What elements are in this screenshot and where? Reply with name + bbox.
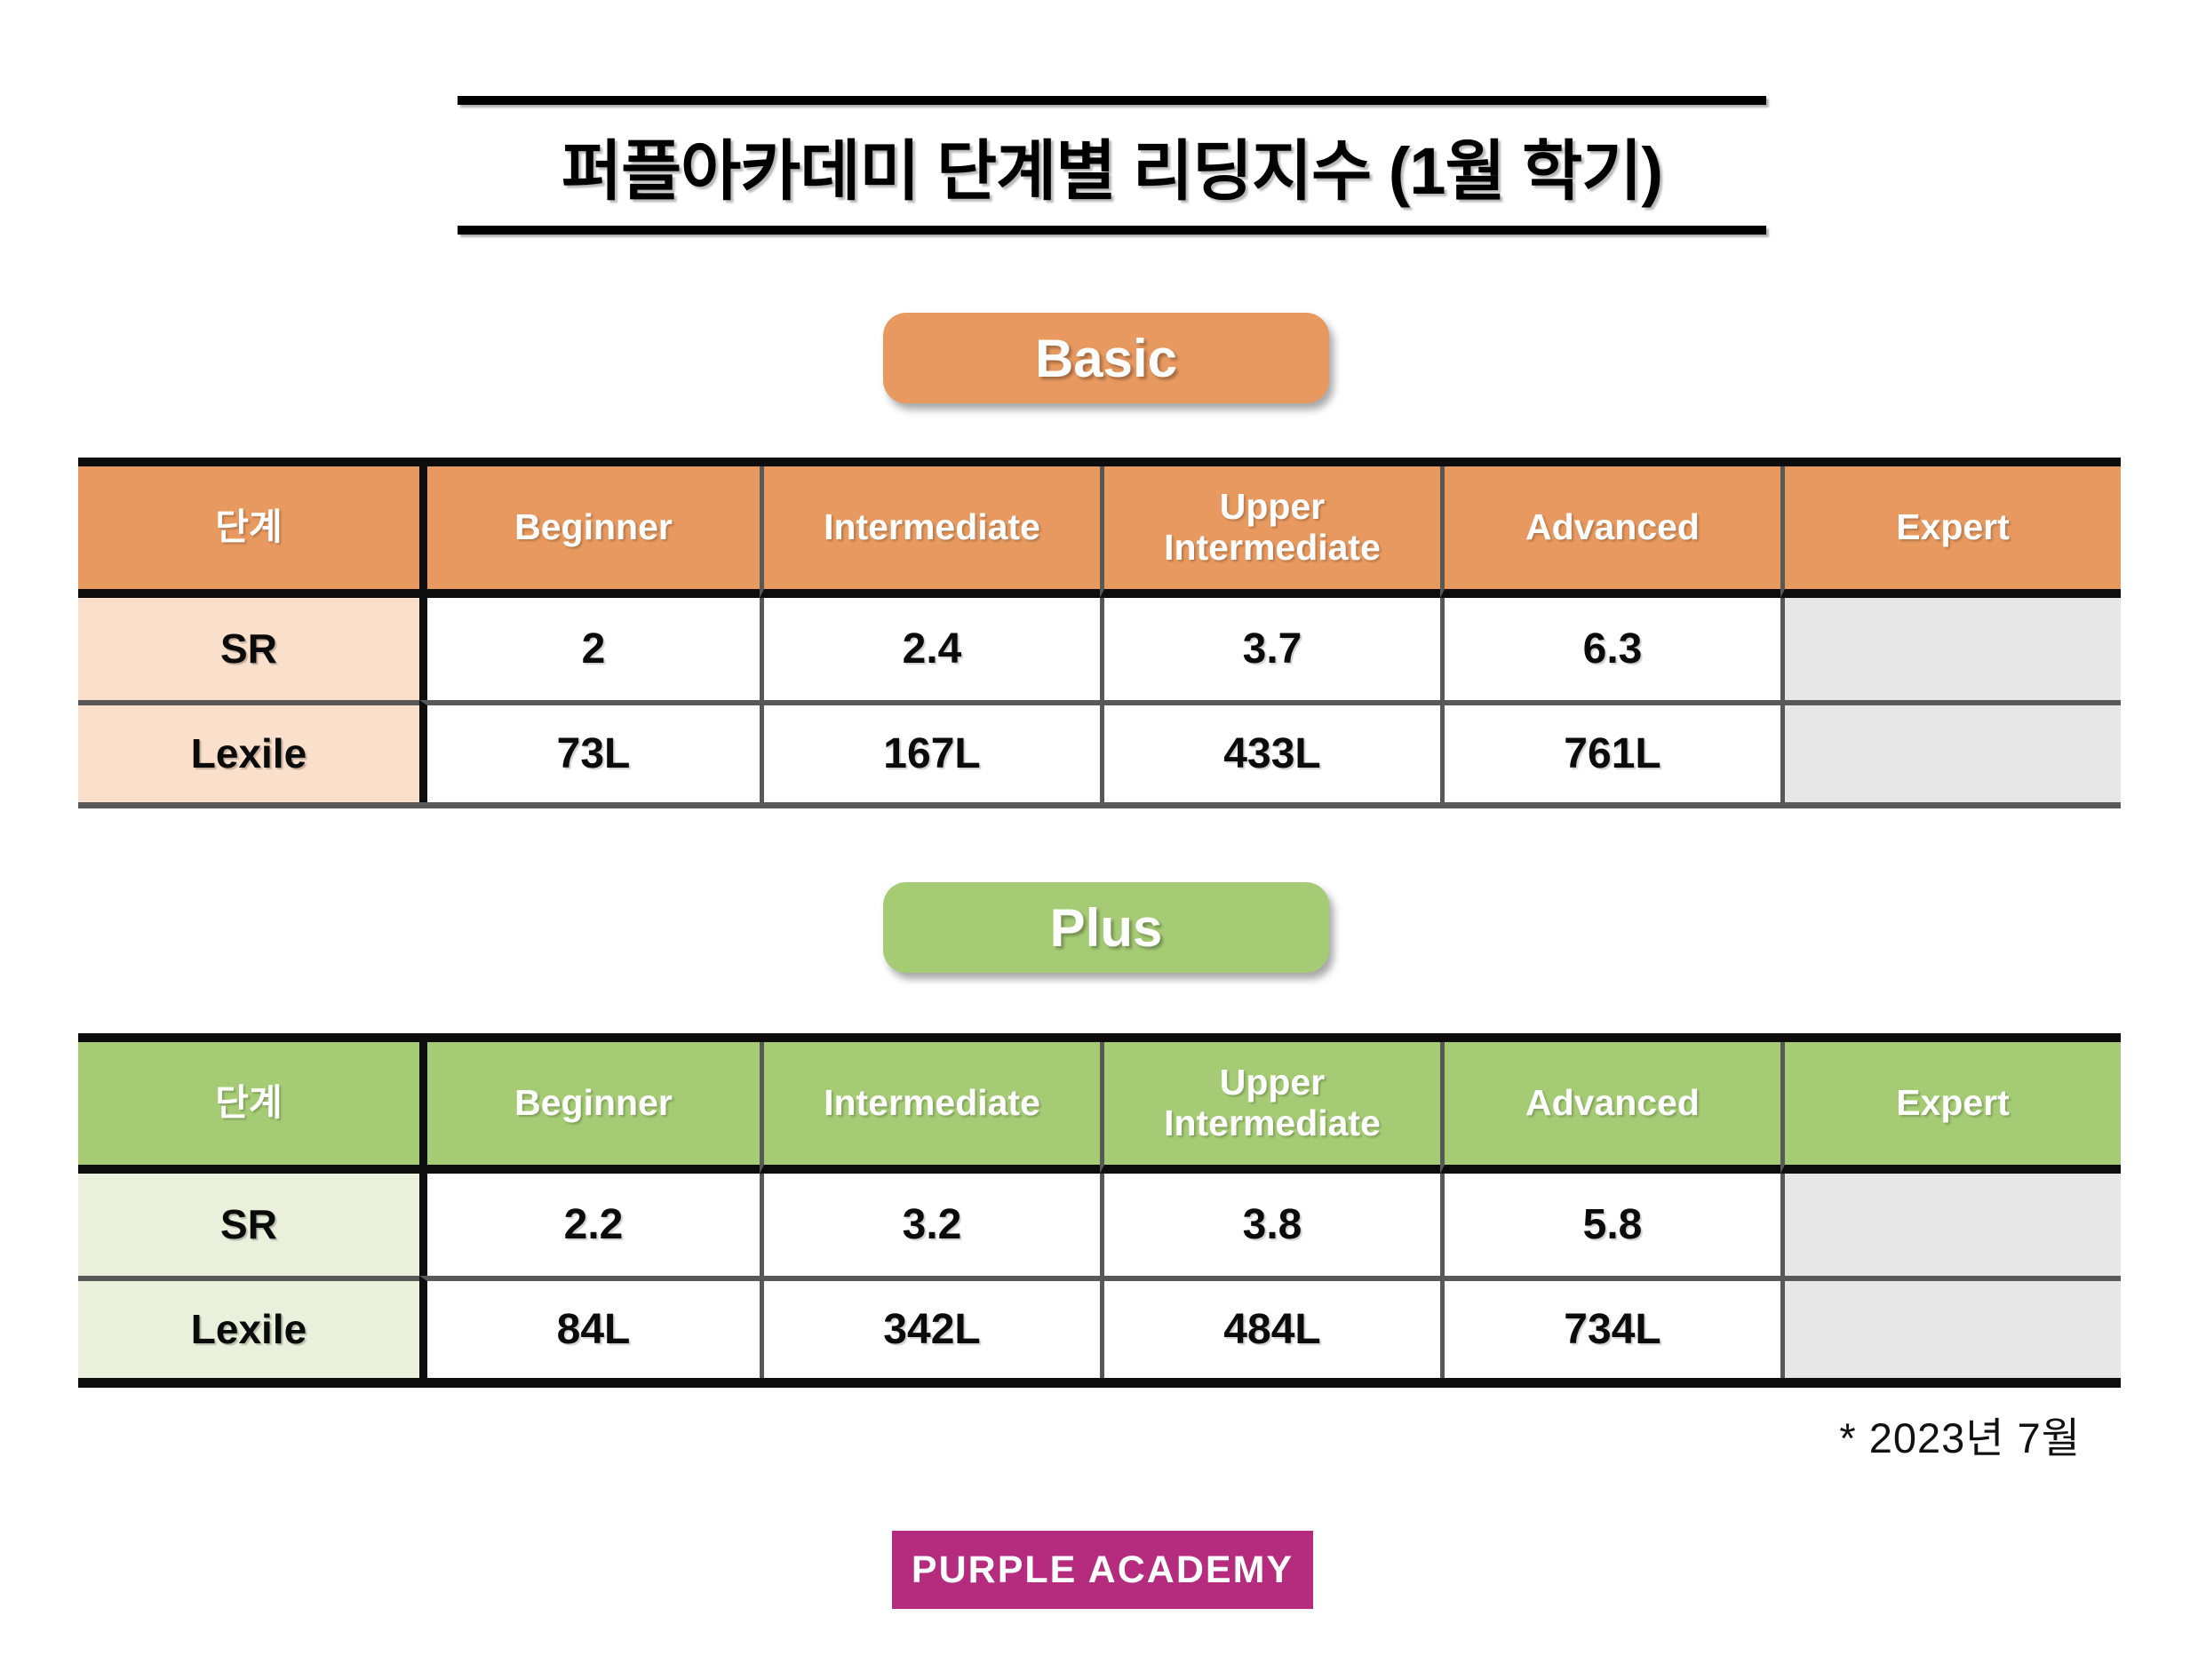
plus-sr-advanced: 5.8 <box>1440 1174 1780 1276</box>
basic-header-advanced: Advanced <box>1440 466 1780 598</box>
brand-logo-text: PURPLE ACADEMY <box>911 1548 1294 1591</box>
plus-header-upper-intermediate: Upper Intermediate <box>1100 1042 1440 1174</box>
basic-lexile-intermediate: 167L <box>760 700 1100 802</box>
basic-badge-label: Basic <box>1034 328 1178 388</box>
plus-row-label-sr: SR <box>78 1174 419 1276</box>
plus-lexile-expert-empty <box>1780 1276 2121 1378</box>
basic-header-expert: Expert <box>1780 466 2121 598</box>
title-bottom-rule <box>458 226 1766 235</box>
page-title: 퍼플아카데미 단계별 리딩지수 (1월 학기) <box>561 133 1663 208</box>
basic-header-beginner: Beginner <box>419 466 760 598</box>
plus-sr-upper-intermediate: 3.8 <box>1100 1174 1440 1276</box>
basic-table: 단계 Beginner Intermediate Upper Intermedi… <box>78 458 2121 808</box>
plus-sr-expert-empty <box>1780 1174 2121 1276</box>
plus-header-beginner: Beginner <box>419 1042 760 1174</box>
plus-lexile-beginner: 84L <box>419 1276 760 1378</box>
plus-table: 단계 Beginner Intermediate Upper Intermedi… <box>78 1033 2121 1388</box>
plus-header-advanced: Advanced <box>1440 1042 1780 1174</box>
basic-row-label-lexile: Lexile <box>78 700 419 802</box>
date-footnote: * 2023년 7월 <box>1839 1414 2081 1461</box>
basic-row-label-sr: SR <box>78 598 419 700</box>
plus-header-intermediate: Intermediate <box>760 1042 1100 1174</box>
basic-header-stage: 단계 <box>78 466 419 598</box>
basic-lexile-advanced: 761L <box>1440 700 1780 802</box>
basic-header-intermediate: Intermediate <box>760 466 1100 598</box>
basic-sr-beginner: 2 <box>419 598 760 700</box>
basic-sr-expert-empty <box>1780 598 2121 700</box>
plus-header-stage: 단계 <box>78 1042 419 1174</box>
basic-lexile-beginner: 73L <box>419 700 760 802</box>
basic-level-badge: Basic <box>883 313 1329 403</box>
plus-lexile-intermediate: 342L <box>760 1276 1100 1378</box>
plus-lexile-upper-intermediate: 484L <box>1100 1276 1440 1378</box>
plus-sr-intermediate: 3.2 <box>760 1174 1100 1276</box>
basic-lexile-upper-intermediate: 433L <box>1100 700 1440 802</box>
basic-sr-upper-intermediate: 3.7 <box>1100 598 1440 700</box>
title-top-rule <box>458 96 1766 105</box>
basic-sr-advanced: 6.3 <box>1440 598 1780 700</box>
plus-level-badge: Plus <box>883 882 1329 973</box>
basic-sr-intermediate: 2.4 <box>760 598 1100 700</box>
plus-badge-label: Plus <box>1049 897 1163 958</box>
title-block: 퍼플아카데미 단계별 리딩지수 (1월 학기) <box>458 96 1766 235</box>
plus-row-label-lexile: Lexile <box>78 1276 419 1378</box>
plus-header-expert: Expert <box>1780 1042 2121 1174</box>
plus-lexile-advanced: 734L <box>1440 1276 1780 1378</box>
basic-lexile-expert-empty <box>1780 700 2121 802</box>
basic-header-upper-intermediate: Upper Intermediate <box>1100 466 1440 598</box>
plus-sr-beginner: 2.2 <box>419 1174 760 1276</box>
brand-logo: PURPLE ACADEMY <box>892 1531 1313 1609</box>
